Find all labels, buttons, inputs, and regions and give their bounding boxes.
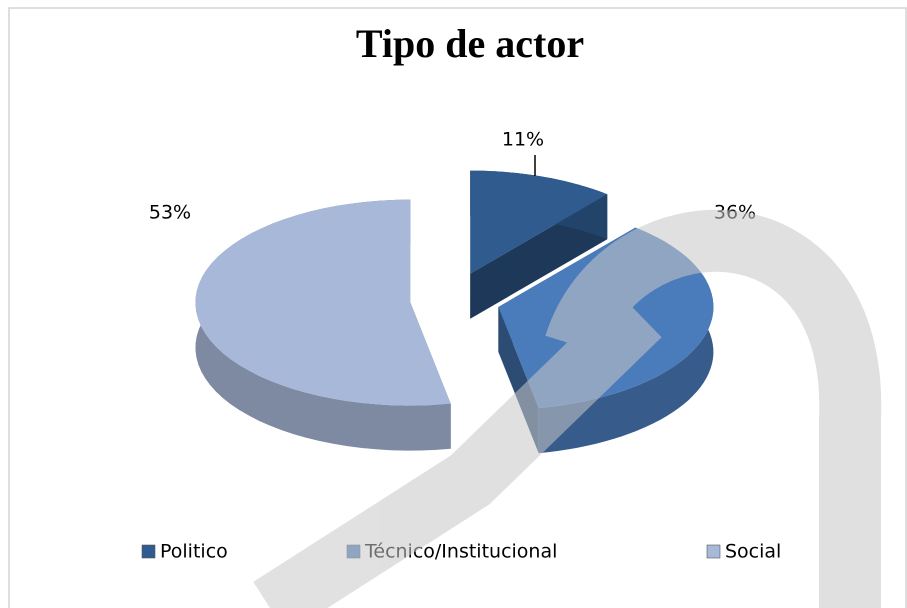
legend-swatch bbox=[706, 544, 721, 559]
watermark-curve bbox=[545, 209, 882, 608]
data-label: 11% bbox=[502, 129, 544, 151]
legend-label: Politico bbox=[160, 541, 228, 563]
chart-title: Tipo de actor bbox=[356, 21, 584, 66]
slice bbox=[470, 170, 608, 274]
slice bbox=[195, 199, 451, 406]
legend-swatch bbox=[141, 544, 156, 559]
legend-label: Social bbox=[725, 541, 781, 563]
watermark-diagonal bbox=[253, 292, 662, 608]
watermark bbox=[253, 209, 882, 608]
data-label: 53% bbox=[149, 202, 191, 224]
legend: Politico Técnico/Institucional Social bbox=[141, 541, 781, 563]
pie bbox=[195, 170, 714, 454]
